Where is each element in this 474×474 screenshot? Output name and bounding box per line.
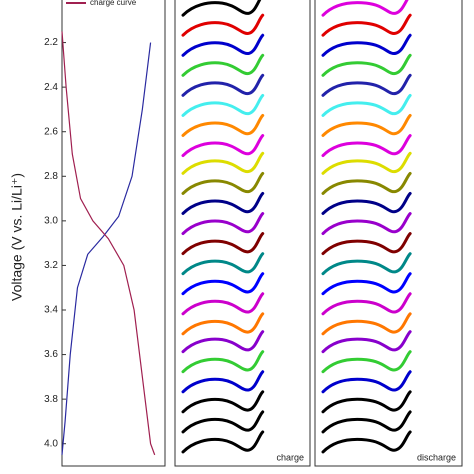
diffraction-curve — [181, 232, 265, 256]
diffraction-curve — [181, 390, 265, 414]
diffraction-curve — [321, 0, 409, 17]
diffraction-curve — [181, 134, 265, 158]
voltage-curve — [61, 31, 156, 456]
diffraction-curve — [321, 312, 412, 336]
y-tick-label: 2.8 — [44, 171, 58, 182]
diffraction-curve — [181, 171, 265, 195]
diffraction-curve — [181, 370, 265, 394]
diffraction-curve — [321, 134, 412, 158]
diffraction-curve — [321, 252, 412, 276]
diffraction-curve — [321, 350, 412, 374]
y-axis-label: Voltage (V vs. Li/Li⁺) — [9, 173, 25, 301]
diffraction-curve — [321, 33, 412, 57]
diffraction-curve — [321, 430, 412, 454]
voltage-curve — [61, 42, 152, 455]
diffraction-curve — [181, 430, 265, 454]
diffraction-curve — [321, 171, 412, 195]
diffraction-curve — [181, 292, 265, 316]
y-tick-label: 2.6 — [44, 126, 58, 137]
diffraction-curve — [321, 410, 412, 434]
panel-label: charge — [276, 452, 304, 462]
panel-frame — [61, 0, 166, 467]
diffraction-curve — [181, 191, 265, 215]
y-tick-label: 3.0 — [44, 215, 58, 226]
y-tick-label: 3.2 — [44, 260, 58, 271]
diffraction-curve — [181, 272, 265, 296]
diffraction-curve — [321, 113, 412, 137]
diffraction-curve — [321, 191, 412, 215]
diffraction-curve — [181, 330, 265, 354]
diffraction-curve — [321, 13, 412, 37]
y-tick-label: 2.4 — [44, 82, 58, 93]
diffraction-curve — [181, 350, 265, 374]
diffraction-curve — [181, 312, 265, 336]
diffraction-curve — [321, 272, 412, 296]
diffraction-curve — [181, 212, 265, 236]
y-tick-label: 3.8 — [44, 394, 58, 405]
y-tick-label: 3.4 — [44, 305, 58, 316]
panel-frame — [314, 0, 463, 467]
diffraction-curve — [321, 151, 412, 175]
diffraction-curve — [181, 151, 265, 175]
diffraction-curve — [321, 93, 412, 117]
diffraction-curve — [181, 53, 265, 77]
diffraction-curve — [321, 232, 412, 256]
legend-label: charge curve — [90, 0, 137, 7]
diffraction-curve — [181, 13, 265, 37]
diffraction-curve — [181, 113, 265, 137]
diffraction-curve — [321, 73, 412, 97]
diffraction-curve — [321, 292, 412, 316]
panel-label: discharge — [417, 452, 456, 462]
y-tick-label: 2.2 — [44, 37, 58, 48]
diffraction-curve — [181, 33, 265, 57]
diffraction-curve — [321, 53, 412, 77]
diffraction-curve — [321, 212, 412, 236]
diffraction-curve — [181, 410, 265, 434]
diffraction-curve — [321, 330, 412, 354]
panel-frame — [174, 0, 311, 467]
diffraction-curve — [181, 93, 265, 117]
diffraction-curve — [321, 390, 412, 414]
y-tick-label: 4.0 — [44, 438, 58, 449]
y-tick-label: 3.6 — [44, 349, 58, 360]
diffraction-curve — [181, 73, 265, 97]
diffraction-curve — [181, 0, 262, 17]
diffraction-curve — [181, 252, 265, 276]
diffraction-curve — [321, 370, 412, 394]
